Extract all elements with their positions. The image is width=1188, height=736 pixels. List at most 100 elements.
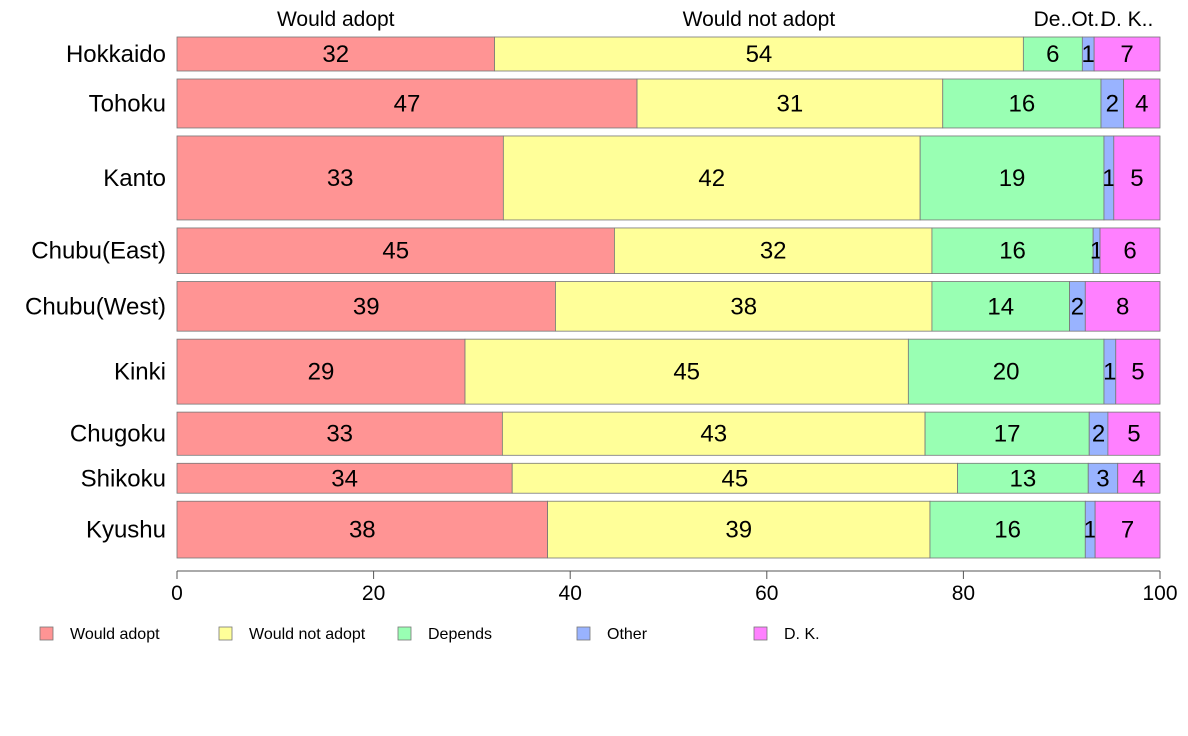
data-label: 1 [1102, 165, 1115, 192]
legend-item-d-k: D. K. [753, 626, 820, 643]
data-label: 31 [777, 90, 804, 117]
data-label: 14 [987, 293, 1014, 320]
bar-segment [555, 281, 933, 332]
series-header: De.. [1034, 8, 1073, 31]
bar-segment [464, 338, 909, 405]
bar-segment [176, 338, 466, 405]
bar-segment [931, 227, 1094, 274]
bar-segment [176, 500, 548, 559]
bar-segment [614, 227, 933, 274]
data-label: 39 [725, 517, 752, 544]
category-label: Chubu(West) [25, 293, 166, 320]
data-label: 39 [353, 293, 380, 320]
bar-segment [1022, 36, 1083, 72]
category-label: Chugoku [70, 421, 166, 448]
bar-group-shikoku: Shikoku 34 45 13 3 4 [81, 462, 1161, 494]
data-label: 8 [1116, 293, 1129, 320]
bar-group-chugoku: Chugoku 33 43 17 2 5 [70, 411, 1161, 456]
bar-segment [636, 78, 944, 129]
legend-label: Depends [428, 626, 492, 643]
data-label: 20 [993, 359, 1020, 386]
bar-segment [502, 135, 921, 221]
data-label: 1 [1082, 41, 1095, 68]
category-label: Kanto [103, 165, 166, 192]
bar-group-kinki: Kinki 29 45 20 1 5 [114, 338, 1161, 405]
x-tick-label: 0 [171, 582, 183, 605]
data-label: 33 [327, 165, 354, 192]
bar-segment [176, 281, 556, 332]
series-header: Would not adopt [683, 8, 836, 31]
legend-item-depends: Depends [397, 626, 492, 643]
legend-label: Would not adopt [249, 626, 366, 643]
category-label: Shikoku [81, 465, 166, 492]
bar-group-hokkaido: Hokkaido 32 54 6 1 7 [66, 36, 1161, 72]
bar-segment [547, 500, 931, 559]
data-label: 45 [382, 238, 409, 265]
legend-label: Would adopt [70, 626, 160, 643]
data-label: 5 [1130, 165, 1143, 192]
data-label: 34 [331, 465, 358, 492]
data-label: 4 [1135, 90, 1148, 117]
bar-group-chubu-west: Chubu(West) 39 38 14 2 8 [25, 281, 1161, 332]
bar-segment [1117, 462, 1161, 494]
x-tick-label: 40 [559, 582, 582, 605]
legend-swatch [753, 626, 768, 641]
data-label: 2 [1092, 421, 1105, 448]
bar-segment [907, 338, 1105, 405]
bar-segment [176, 78, 638, 129]
data-label: 1 [1084, 517, 1097, 544]
bar-segment [1115, 338, 1161, 405]
bar-segment [1087, 462, 1119, 494]
data-label: 38 [349, 517, 376, 544]
data-label: 2 [1106, 90, 1119, 117]
legend-label: Other [607, 626, 648, 643]
bar-segment [924, 411, 1090, 456]
bar-segment [176, 227, 615, 274]
legend-swatch [218, 626, 233, 641]
bar-segment [1093, 36, 1161, 72]
bar-group-tohoku: Tohoku 47 31 16 2 4 [89, 78, 1161, 129]
data-label: 6 [1123, 238, 1136, 265]
data-label: 7 [1121, 517, 1134, 544]
bar-group-chubu-east: Chubu(East) 45 32 16 1 6 [31, 227, 1161, 274]
series-header: Would adopt [277, 8, 395, 31]
data-label: 7 [1120, 41, 1133, 68]
category-label: Hokkaido [66, 41, 166, 68]
category-label: Chubu(East) [31, 238, 166, 265]
data-label: 5 [1127, 421, 1140, 448]
data-label: 3 [1096, 465, 1109, 492]
series-header-labels: Would adopt Would not adopt De.. Ot..D. K.. [277, 8, 1153, 31]
bar-segment [176, 135, 504, 221]
x-tick-label: 80 [952, 582, 975, 605]
legend-swatch [39, 626, 54, 641]
data-label: 32 [322, 41, 349, 68]
x-tick-label: 100 [1142, 582, 1177, 605]
bar-segment [1094, 500, 1161, 559]
x-axis: 0 20 40 60 80 100 [171, 570, 1178, 605]
bar-segment [1123, 78, 1161, 129]
bar-segment [942, 78, 1102, 129]
data-label: 16 [1009, 90, 1036, 117]
data-label: 54 [746, 41, 773, 68]
bar-segment [1107, 411, 1161, 456]
legend-swatch [397, 626, 412, 641]
bar-segment [501, 411, 926, 456]
bar-segment [919, 135, 1105, 221]
legend-swatch [576, 626, 591, 641]
data-label: 4 [1132, 465, 1145, 492]
data-label: 42 [698, 165, 725, 192]
x-tick-label: 60 [755, 582, 778, 605]
data-label: 13 [1010, 465, 1037, 492]
data-label: 5 [1131, 359, 1144, 386]
bar-segment [931, 281, 1070, 332]
data-label: 43 [700, 421, 727, 448]
bar-segment [511, 462, 958, 494]
data-label: 2 [1071, 293, 1084, 320]
bar-group-kyushu: Kyushu 38 39 16 1 7 [86, 500, 1161, 559]
category-label: Kyushu [86, 517, 166, 544]
legend-item-would-not-adopt: Would not adopt [218, 626, 366, 643]
data-label: 33 [326, 421, 353, 448]
bar-segment [1099, 227, 1161, 274]
legend-item-other: Other [576, 626, 648, 643]
data-label: 47 [394, 90, 421, 117]
